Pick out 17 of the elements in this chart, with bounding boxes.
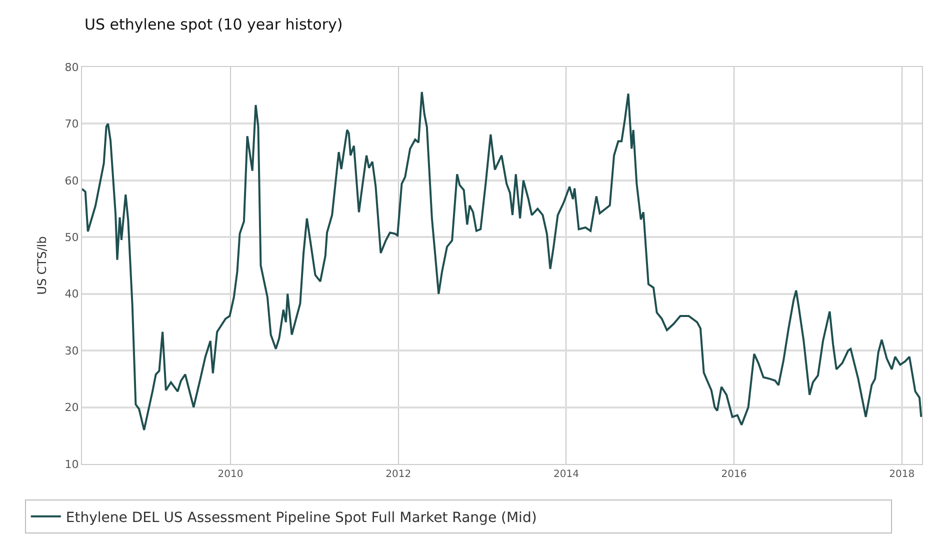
x-tick-label: 2010 [218, 469, 244, 480]
y-axis-title: US CTS/lb [35, 236, 50, 295]
y-tick-label: 40 [64, 288, 79, 301]
y-tick-label: 80 [64, 60, 79, 74]
line-series [82, 90, 922, 431]
x-tick-label: 2012 [386, 469, 412, 480]
x-tick-label: 2014 [553, 469, 579, 480]
y-tick-label: 50 [64, 230, 79, 244]
chart-title: US ethylene spot (10 year history) [84, 16, 343, 34]
x-tick-label: 2018 [889, 469, 915, 480]
y-tick-label: 70 [64, 118, 79, 131]
y-tick-label: 20 [64, 401, 79, 414]
y-tick-label: 10 [64, 458, 79, 471]
legend-label: Ethylene DEL US Assessment Pipeline Spot Full Market Range (Mid) [66, 510, 537, 526]
x-tick-label: 2016 [721, 469, 747, 480]
y-tick-label: 30 [64, 344, 79, 358]
y-tick-label: 60 [64, 174, 79, 188]
